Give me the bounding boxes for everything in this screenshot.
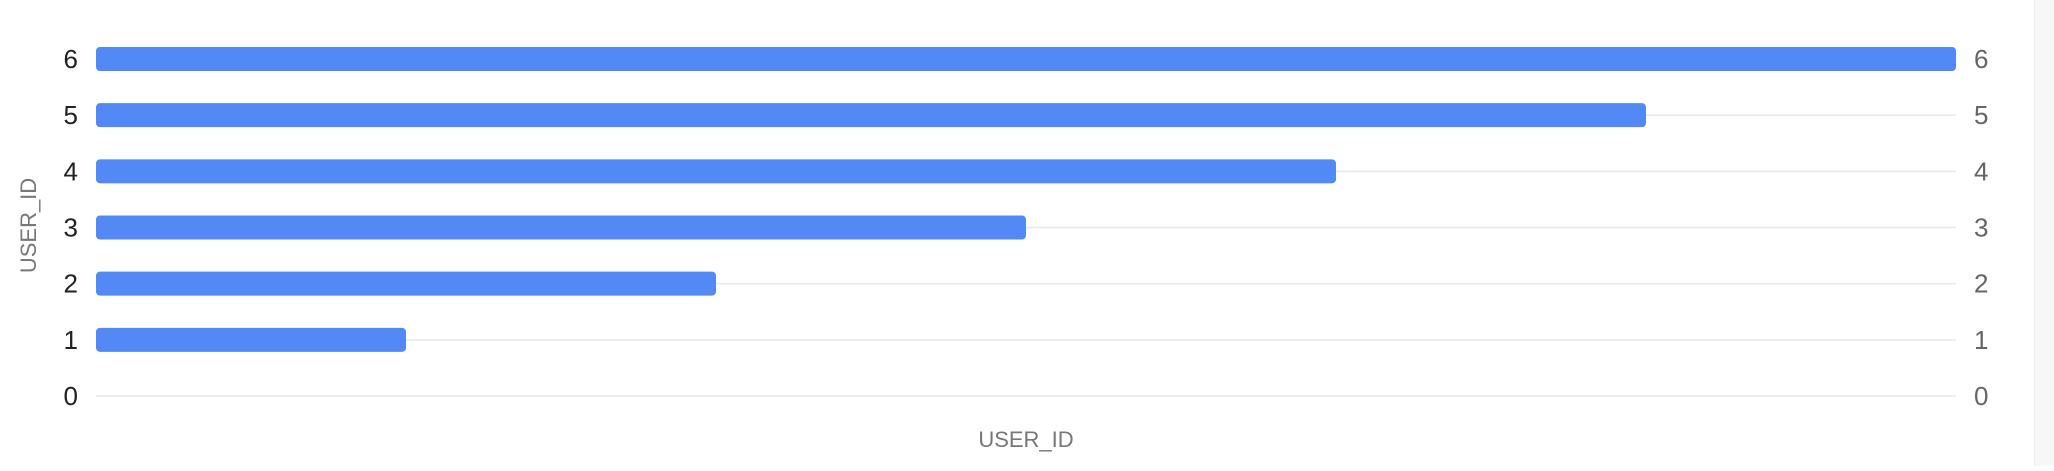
secondary-y-tick-label: 5 bbox=[1974, 100, 1988, 130]
bar-2[interactable] bbox=[96, 271, 716, 296]
y-tick-label: 3 bbox=[64, 213, 78, 243]
bars bbox=[96, 47, 1956, 352]
y-tick-label: 0 bbox=[64, 381, 78, 411]
secondary-y-tick-label: 0 bbox=[1974, 381, 1988, 411]
secondary-y-tick-label: 6 bbox=[1974, 44, 1988, 74]
y-tick-label: 6 bbox=[64, 44, 78, 74]
bar-6[interactable] bbox=[96, 47, 1956, 71]
secondary-y-tick-label: 1 bbox=[1974, 325, 1988, 355]
bar-3[interactable] bbox=[96, 215, 1026, 240]
y-tick-label: 5 bbox=[64, 100, 78, 130]
x-axis-title: USER_ID bbox=[978, 427, 1073, 452]
y-axis-ticks: 0 1 2 3 4 5 6 bbox=[64, 44, 78, 411]
y-tick-label: 2 bbox=[64, 269, 78, 299]
secondary-y-tick-label: 4 bbox=[1974, 156, 1988, 186]
y-tick-label: 4 bbox=[64, 156, 78, 186]
bar-5[interactable] bbox=[96, 103, 1646, 128]
bar-1[interactable] bbox=[96, 327, 406, 352]
y-axis-title: USER_ID bbox=[16, 178, 41, 273]
bar-4[interactable] bbox=[96, 159, 1336, 184]
secondary-y-axis-ticks: 0 1 2 3 4 5 6 bbox=[1974, 44, 1988, 411]
secondary-y-tick-label: 3 bbox=[1974, 213, 1988, 243]
secondary-y-tick-label: 2 bbox=[1974, 269, 1988, 299]
scrollbar-track[interactable] bbox=[2034, 0, 2054, 466]
y-tick-label: 1 bbox=[64, 325, 78, 355]
